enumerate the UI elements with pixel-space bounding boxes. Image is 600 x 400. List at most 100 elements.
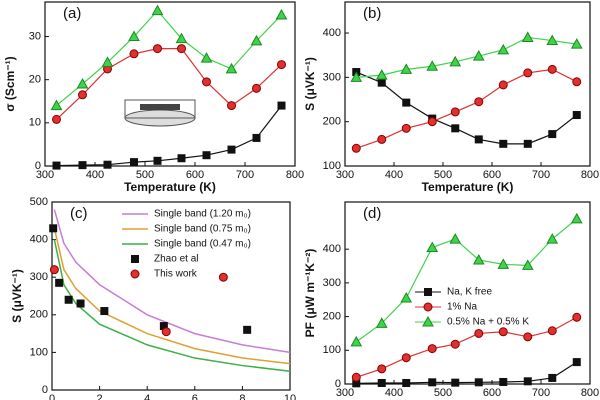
y-tick-label: 400 bbox=[30, 234, 48, 246]
data-point bbox=[277, 60, 286, 70]
panel-label: (d) bbox=[363, 205, 381, 222]
data-point bbox=[227, 145, 236, 154]
y-axis-title: S (μVK⁻¹) bbox=[303, 57, 317, 111]
series-line bbox=[356, 36, 577, 78]
data-point bbox=[218, 272, 228, 282]
y-tick-label: 0 bbox=[335, 378, 341, 390]
data-point bbox=[151, 4, 164, 16]
data-point bbox=[498, 80, 508, 90]
legend-label: Single band (0.75 m₀) bbox=[154, 224, 251, 235]
data-point bbox=[547, 326, 557, 336]
series-line bbox=[53, 228, 291, 365]
x-tick-label: 700 bbox=[532, 169, 550, 181]
data-point bbox=[49, 265, 59, 275]
data-point bbox=[350, 71, 363, 82]
series-line bbox=[356, 68, 578, 149]
data-point bbox=[449, 55, 462, 67]
legend-label: Single band (0.47 m₀) bbox=[154, 239, 251, 250]
x-tick-label: 10 bbox=[284, 393, 296, 400]
data-point bbox=[252, 83, 261, 93]
series-line bbox=[56, 105, 282, 167]
data-point bbox=[103, 160, 112, 169]
x-tick-label: 800 bbox=[581, 387, 599, 399]
data-point bbox=[100, 307, 109, 316]
data-point bbox=[427, 117, 437, 127]
x-tick-label: 300 bbox=[36, 169, 54, 181]
data-point bbox=[401, 353, 411, 363]
x-tick-label: 600 bbox=[186, 169, 204, 181]
series-line bbox=[53, 209, 291, 354]
data-point bbox=[377, 78, 386, 87]
data-point bbox=[426, 241, 439, 252]
data-point bbox=[128, 30, 140, 42]
legend-label: Na, K free bbox=[447, 287, 492, 298]
panel-label: (a) bbox=[63, 5, 81, 22]
series-line bbox=[356, 71, 578, 145]
x-tick-label: 0 bbox=[49, 393, 55, 400]
data-point bbox=[177, 44, 186, 54]
legend-swatch bbox=[424, 288, 432, 296]
data-point bbox=[101, 56, 114, 67]
y-axis-title: PF (μW m⁻¹K⁻²) bbox=[303, 249, 317, 338]
data-point bbox=[497, 43, 510, 55]
y-tick-label: 400 bbox=[323, 243, 341, 255]
data-point bbox=[177, 154, 186, 163]
data-point bbox=[521, 31, 534, 42]
data-point bbox=[547, 64, 557, 74]
data-point bbox=[499, 139, 508, 148]
legend-label: Zhao et al bbox=[154, 254, 198, 265]
x-tick-label: 400 bbox=[385, 169, 403, 181]
x-tick-label: 2 bbox=[97, 393, 103, 400]
x-tick-label: 8 bbox=[239, 393, 245, 400]
y-tick-label: 30 bbox=[29, 30, 41, 42]
data-point bbox=[521, 259, 534, 270]
y-tick-label: 200 bbox=[30, 309, 48, 321]
data-point bbox=[570, 212, 583, 224]
inset-sample bbox=[124, 99, 196, 127]
y-tick-label: 300 bbox=[323, 71, 341, 83]
data-point bbox=[472, 253, 485, 265]
x-tick-label: 500 bbox=[136, 169, 154, 181]
data-point bbox=[449, 233, 462, 244]
x-tick-label: 800 bbox=[581, 169, 599, 181]
data-point bbox=[472, 50, 485, 61]
data-point bbox=[572, 111, 581, 120]
series-line bbox=[356, 361, 578, 384]
legend-label: This work bbox=[154, 269, 198, 280]
data-point bbox=[546, 233, 559, 244]
plot-frame bbox=[344, 1, 591, 167]
data-point bbox=[200, 52, 213, 63]
x-tick-label: 6 bbox=[192, 393, 198, 400]
data-point bbox=[50, 99, 63, 111]
data-point bbox=[400, 63, 413, 74]
plot-frame bbox=[51, 201, 291, 391]
data-point bbox=[377, 134, 387, 144]
y-tick-label: 500 bbox=[30, 196, 48, 208]
data-point bbox=[225, 62, 238, 74]
data-point bbox=[428, 378, 437, 387]
data-point bbox=[202, 77, 211, 87]
data-point bbox=[78, 161, 87, 170]
data-point bbox=[52, 161, 61, 170]
data-point bbox=[474, 328, 484, 338]
x-axis-title: Temperature (K) bbox=[124, 180, 216, 194]
series-line bbox=[356, 316, 578, 378]
data-point bbox=[153, 156, 162, 165]
data-point bbox=[474, 378, 483, 387]
legend-swatch bbox=[422, 315, 434, 327]
legend-label: 1% Na bbox=[447, 302, 477, 313]
data-point bbox=[451, 378, 460, 387]
data-point bbox=[427, 344, 437, 354]
y-tick-label: 100 bbox=[30, 346, 48, 358]
data-point bbox=[202, 151, 211, 160]
data-point bbox=[572, 358, 581, 367]
data-point bbox=[400, 292, 413, 303]
data-point bbox=[153, 44, 162, 54]
data-point bbox=[375, 317, 388, 328]
series-line bbox=[56, 9, 282, 107]
data-point bbox=[49, 224, 58, 233]
y-tick-label: 200 bbox=[323, 310, 341, 322]
data-point bbox=[351, 372, 361, 382]
x-tick-label: 4 bbox=[144, 393, 150, 400]
